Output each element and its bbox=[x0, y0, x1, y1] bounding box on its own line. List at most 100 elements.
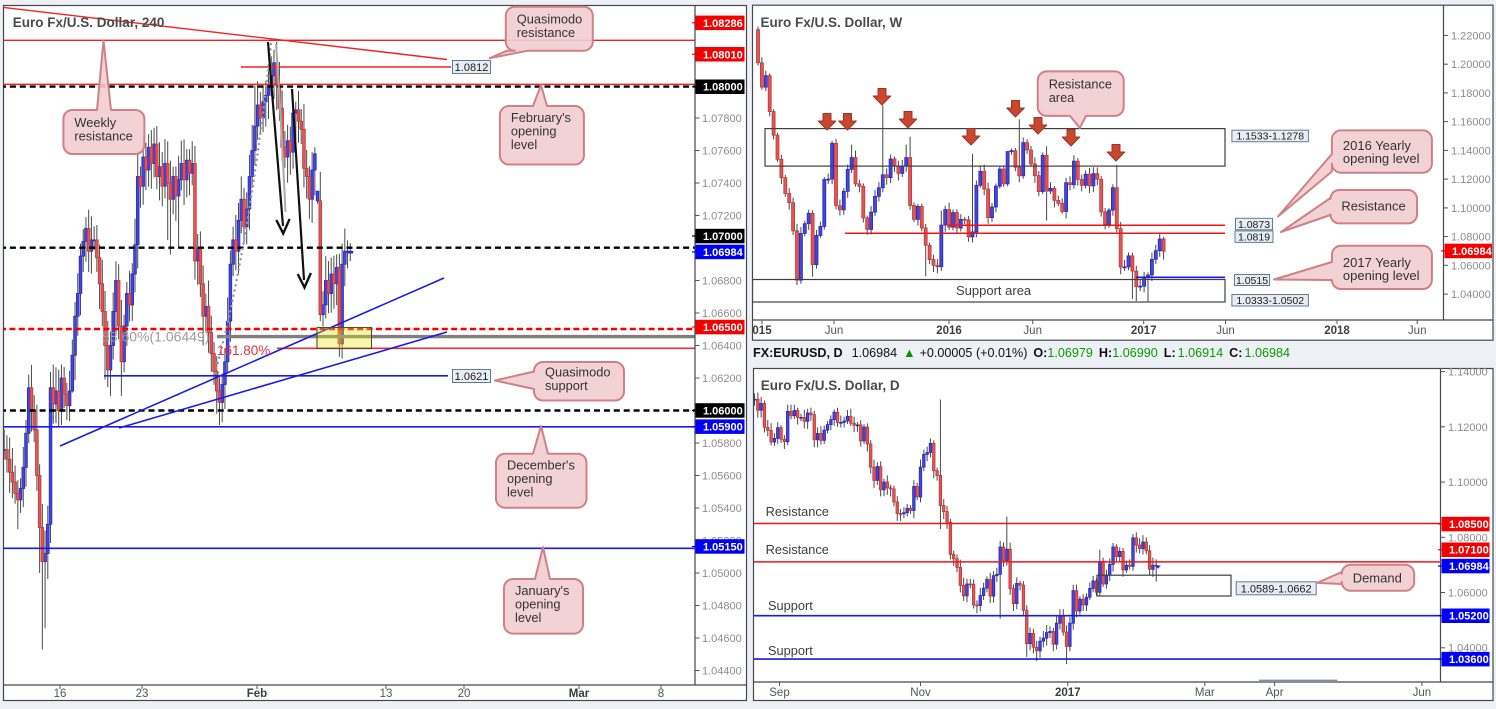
svg-text:Euro Fx/U.S. Dollar, W: Euro Fx/U.S. Dollar, W bbox=[761, 15, 903, 30]
svg-text:Nov: Nov bbox=[910, 687, 931, 699]
svg-text:Sep: Sep bbox=[769, 687, 789, 699]
svg-text:2017 Yearly: 2017 Yearly bbox=[1343, 255, 1411, 270]
svg-text:Jun: Jun bbox=[825, 325, 844, 337]
svg-text:1.20000: 1.20000 bbox=[1451, 59, 1491, 71]
svg-text:8: 8 bbox=[658, 688, 664, 700]
svg-text:1.06984: 1.06984 bbox=[1452, 246, 1493, 258]
svg-text:December's: December's bbox=[507, 458, 575, 473]
svg-text:Jun: Jun bbox=[1216, 325, 1235, 337]
svg-text:1.04600: 1.04600 bbox=[702, 633, 742, 645]
svg-text:Apr: Apr bbox=[1266, 687, 1284, 699]
svg-text:1.06984: 1.06984 bbox=[1449, 561, 1490, 573]
svg-text:Feb: Feb bbox=[247, 688, 267, 700]
svg-text:20: 20 bbox=[458, 688, 471, 700]
svg-text:2016 Yearly: 2016 Yearly bbox=[1343, 138, 1411, 153]
svg-text:1.07400: 1.07400 bbox=[702, 178, 742, 190]
svg-text:opening: opening bbox=[515, 597, 561, 612]
svg-text:1.08000: 1.08000 bbox=[1451, 232, 1491, 244]
svg-text:opening: opening bbox=[507, 471, 553, 486]
svg-text:1.08000: 1.08000 bbox=[1448, 532, 1488, 544]
svg-text:1.06800: 1.06800 bbox=[702, 276, 742, 288]
svg-text:13: 13 bbox=[380, 688, 393, 700]
svg-text:1.06000: 1.06000 bbox=[1451, 260, 1491, 272]
svg-text:1.04800: 1.04800 bbox=[702, 601, 742, 613]
svg-text:resistance: resistance bbox=[74, 129, 132, 144]
svg-text:1.05800: 1.05800 bbox=[702, 438, 742, 450]
svg-text:16: 16 bbox=[54, 688, 67, 700]
svg-text:1.22000: 1.22000 bbox=[1451, 30, 1491, 42]
svg-text:1.05150: 1.05150 bbox=[703, 542, 743, 554]
svg-text:1.06000: 1.06000 bbox=[703, 406, 743, 418]
svg-text:1.12000: 1.12000 bbox=[1448, 422, 1488, 434]
svg-text:1.1533-1.1278: 1.1533-1.1278 bbox=[1236, 131, 1304, 143]
svg-text:1.16000: 1.16000 bbox=[1451, 117, 1491, 129]
svg-text:1.0333-1.0502: 1.0333-1.0502 bbox=[1236, 295, 1304, 307]
svg-text:FX:EURUSD, D1.06984▲+0.00005 (: FX:EURUSD, D 1.06984 ▲ +0.00005 (+0.01%) O:1… bbox=[753, 346, 1290, 360]
svg-text:1.05600: 1.05600 bbox=[702, 471, 742, 483]
svg-text:1.06400: 1.06400 bbox=[702, 341, 742, 353]
svg-text:1.10000: 1.10000 bbox=[1448, 477, 1488, 489]
svg-text:Quasimodo: Quasimodo bbox=[517, 12, 582, 27]
svg-text:Euro Fx/U.S. Dollar, 240: Euro Fx/U.S. Dollar, 240 bbox=[13, 15, 165, 30]
svg-text:opening level: opening level bbox=[1343, 268, 1420, 283]
svg-text:Jun: Jun bbox=[1408, 325, 1427, 337]
svg-text:2016: 2016 bbox=[936, 325, 962, 337]
svg-text:support: support bbox=[545, 378, 588, 393]
svg-text:Support: Support bbox=[768, 598, 813, 613]
svg-text:1.14000: 1.14000 bbox=[1448, 367, 1488, 379]
svg-text:1.14000: 1.14000 bbox=[1451, 145, 1491, 157]
svg-text:Jun: Jun bbox=[1023, 325, 1042, 337]
svg-text:level: level bbox=[507, 485, 533, 500]
svg-text:88.60%(1.06449): 88.60%(1.06449) bbox=[102, 329, 209, 345]
svg-text:Resistance: Resistance bbox=[1049, 76, 1112, 91]
svg-text:1.03600: 1.03600 bbox=[1449, 654, 1489, 666]
svg-text:23: 23 bbox=[136, 688, 149, 700]
svg-text:Support: Support bbox=[768, 643, 813, 658]
svg-text:Demand: Demand bbox=[1353, 570, 1402, 585]
svg-text:1.05900: 1.05900 bbox=[703, 422, 743, 434]
svg-text:Weekly: Weekly bbox=[74, 115, 116, 130]
svg-text:1.12000: 1.12000 bbox=[1451, 174, 1491, 186]
svg-text:1.07000: 1.07000 bbox=[703, 231, 743, 243]
svg-text:Quasimodo: Quasimodo bbox=[545, 365, 610, 380]
svg-text:area: area bbox=[1049, 90, 1075, 105]
svg-text:1.0873: 1.0873 bbox=[1238, 219, 1270, 231]
svg-text:1.06984: 1.06984 bbox=[703, 247, 744, 259]
svg-text:1.05400: 1.05400 bbox=[702, 503, 742, 515]
svg-text:Euro Fx/U.S. Dollar, D: Euro Fx/U.S. Dollar, D bbox=[761, 378, 900, 393]
svg-text:opening level: opening level bbox=[1343, 151, 1420, 166]
svg-text:1.08286: 1.08286 bbox=[703, 18, 743, 30]
svg-text:February's: February's bbox=[511, 110, 571, 125]
svg-text:015: 015 bbox=[752, 325, 772, 337]
svg-text:1.07600: 1.07600 bbox=[702, 146, 742, 158]
svg-text:2017: 2017 bbox=[1131, 325, 1157, 337]
svg-text:Jun: Jun bbox=[1413, 687, 1432, 699]
svg-text:Resistance: Resistance bbox=[1341, 199, 1405, 214]
svg-text:1.06200: 1.06200 bbox=[702, 373, 742, 385]
svg-text:1.18000: 1.18000 bbox=[1451, 88, 1491, 100]
svg-text:1.06000: 1.06000 bbox=[1448, 588, 1488, 600]
svg-text:1.04400: 1.04400 bbox=[702, 666, 742, 678]
svg-text:1.07800: 1.07800 bbox=[702, 113, 742, 125]
svg-text:level: level bbox=[511, 137, 537, 152]
svg-text:1.0812: 1.0812 bbox=[455, 62, 489, 74]
svg-text:1.10000: 1.10000 bbox=[1451, 203, 1491, 215]
svg-text:1.0515: 1.0515 bbox=[1236, 275, 1268, 287]
svg-text:Support area: Support area bbox=[956, 283, 1032, 298]
svg-text:2018: 2018 bbox=[1324, 325, 1350, 337]
svg-text:1.06500: 1.06500 bbox=[703, 322, 743, 334]
svg-text:1.08500: 1.08500 bbox=[1449, 519, 1489, 531]
svg-text:1.07200: 1.07200 bbox=[702, 211, 742, 223]
svg-text:1.04000: 1.04000 bbox=[1448, 643, 1488, 655]
svg-text:1.0589-1.0662: 1.0589-1.0662 bbox=[1241, 583, 1312, 595]
svg-text:Mar: Mar bbox=[1195, 687, 1215, 699]
svg-text:1.06600: 1.06600 bbox=[702, 308, 742, 320]
svg-text:opening: opening bbox=[511, 124, 557, 139]
svg-text:Resistance: Resistance bbox=[766, 504, 829, 519]
svg-text:1.07100: 1.07100 bbox=[1449, 545, 1489, 557]
svg-text:1.08000: 1.08000 bbox=[703, 82, 743, 94]
svg-text:level: level bbox=[515, 610, 541, 625]
svg-text:Mar: Mar bbox=[569, 688, 590, 700]
svg-text:resistance: resistance bbox=[517, 25, 575, 40]
svg-text:January's: January's bbox=[515, 583, 569, 598]
